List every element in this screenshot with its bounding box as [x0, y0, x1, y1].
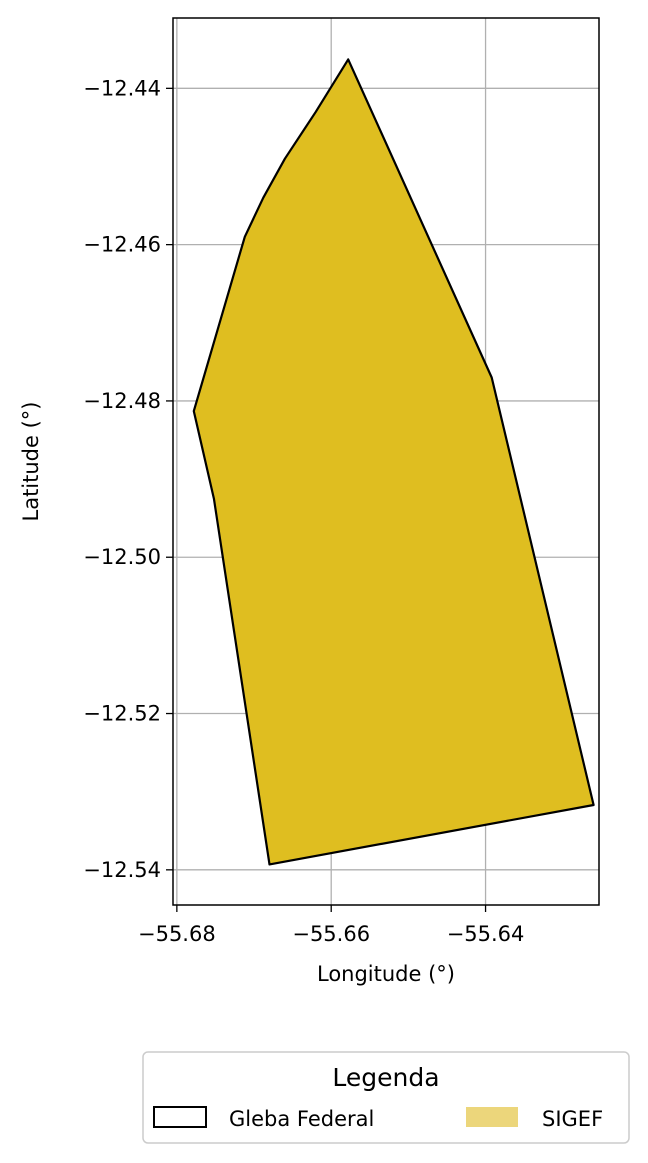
y-tick-label: −12.46 [83, 233, 161, 257]
y-tick-label: −12.48 [83, 389, 161, 413]
y-tick-label: −12.54 [83, 858, 161, 882]
x-axis-label: Longitude (°) [317, 962, 455, 986]
legend-label-sigef: SIGEF [542, 1107, 603, 1131]
sigef-polygon [192, 58, 595, 866]
x-tick-label: −55.68 [138, 922, 216, 946]
legend: Legenda Gleba Federal SIGEF [142, 1051, 630, 1144]
legend-label-gleba-federal: Gleba Federal [229, 1107, 374, 1131]
y-tick-label: −12.50 [83, 545, 161, 569]
x-tick-label: −55.64 [447, 922, 525, 946]
legend-swatch-gleba-federal [153, 1106, 207, 1128]
axis-ticks: −55.68 −55.66 −55.64 −12.44 −12.46 −12.48 −12.… [83, 76, 524, 946]
legend-title: Legenda [332, 1063, 439, 1092]
y-axis-label: Latitude (°) [19, 402, 43, 522]
y-tick-label: −12.52 [83, 702, 161, 726]
map-features [192, 58, 595, 866]
y-tick-label: −12.44 [83, 76, 161, 100]
plot-frame [172, 17, 600, 906]
legend-swatch-sigef [466, 1107, 518, 1127]
x-tick-label: −55.66 [292, 922, 370, 946]
